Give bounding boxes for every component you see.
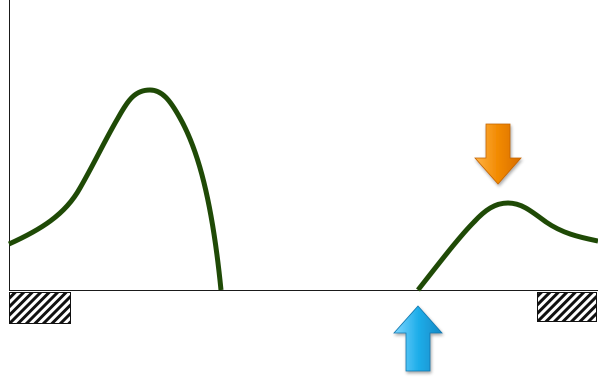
left-hatched-block: [9, 292, 71, 324]
left-peak-curve: [7, 87, 224, 291]
right-peak-curve: [416, 200, 598, 292]
down-arrow-icon: [474, 123, 522, 185]
right-hatched-block: [537, 292, 597, 322]
up-arrow-icon: [393, 305, 443, 372]
